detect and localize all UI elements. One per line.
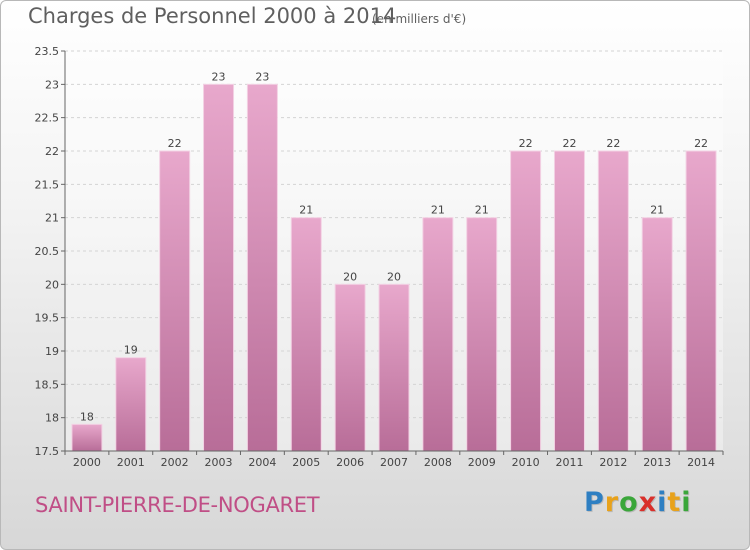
x-tick-label: 2004 xyxy=(248,456,276,469)
x-tick-label: 2005 xyxy=(292,456,320,469)
x-tick-label: 2007 xyxy=(380,456,408,469)
data-label: 20 xyxy=(387,270,401,283)
x-tick-label: 2001 xyxy=(117,456,145,469)
y-tick-label: 19.5 xyxy=(35,312,60,325)
y-tick-label: 20 xyxy=(45,278,59,291)
x-tick-label: 2008 xyxy=(424,456,452,469)
logo-letter: x xyxy=(638,487,658,518)
bar xyxy=(115,357,147,452)
x-tick-label: 2013 xyxy=(643,456,671,469)
y-tick-label: 22 xyxy=(45,145,59,158)
x-tick-label: 2006 xyxy=(336,456,364,469)
y-tick-label: 21.5 xyxy=(35,178,60,191)
bar xyxy=(685,150,717,452)
bar xyxy=(71,423,103,452)
bar xyxy=(422,217,454,452)
bar xyxy=(510,150,542,452)
logo-letter: i xyxy=(681,487,692,518)
x-tick-label: 2003 xyxy=(205,456,233,469)
y-tick-label: 23.5 xyxy=(35,45,60,58)
logo-letter: o xyxy=(619,487,639,518)
data-label: 20 xyxy=(343,270,357,283)
data-label: 22 xyxy=(562,137,576,150)
bar xyxy=(553,150,585,452)
data-label: 22 xyxy=(519,137,533,150)
chart-title: Charges de Personnel 2000 à 2014 xyxy=(28,4,397,28)
y-tick-label: 17.5 xyxy=(35,445,60,458)
y-tick-label: 23 xyxy=(45,78,59,91)
bar xyxy=(378,283,410,452)
data-label: 21 xyxy=(431,204,445,217)
data-label: 22 xyxy=(694,137,708,150)
x-tick-label: 2012 xyxy=(599,456,627,469)
bars xyxy=(71,83,717,452)
logo-letter: i xyxy=(657,487,668,518)
y-tick-label: 18.5 xyxy=(35,378,60,391)
y-tick-label: 21 xyxy=(45,212,59,225)
data-label: 21 xyxy=(650,204,664,217)
labels: 17.5 18 18.5 19 19.5 20 20.5 21 21.5 22 22.5 23 23.5… xyxy=(35,45,716,469)
x-tick-label: 2014 xyxy=(687,456,715,469)
bar xyxy=(466,217,498,452)
bar xyxy=(641,217,673,452)
data-label: 23 xyxy=(212,70,226,83)
data-label: 21 xyxy=(475,204,489,217)
data-label: 18 xyxy=(80,410,94,423)
x-tick-label: 2002 xyxy=(161,456,189,469)
x-tick-label: 2010 xyxy=(512,456,540,469)
x-tick-label: 2009 xyxy=(468,456,496,469)
bar xyxy=(334,283,366,452)
commune-name: SAINT-PIERRE-DE-NOGARET xyxy=(35,493,320,517)
data-label: 22 xyxy=(168,137,182,150)
x-tick-label: 2011 xyxy=(555,456,583,469)
bar xyxy=(290,217,322,452)
data-label: 23 xyxy=(255,70,269,83)
y-tick-label: 22.5 xyxy=(35,112,60,125)
x-tick-label: 2000 xyxy=(73,456,101,469)
y-tick-label: 19 xyxy=(45,345,59,358)
data-label: 19 xyxy=(124,344,138,357)
logo-letter: P xyxy=(584,487,605,518)
chart-subtitle: (en milliers d'€) xyxy=(372,12,467,26)
bar xyxy=(597,150,629,452)
y-tick-label: 20.5 xyxy=(35,245,60,258)
axes xyxy=(61,50,724,455)
proxiti-logo: Proxiti xyxy=(584,487,692,518)
y-tick-label: 18 xyxy=(45,412,59,425)
data-label: 22 xyxy=(606,137,620,150)
bar xyxy=(203,83,235,452)
logo-letter: r xyxy=(604,487,620,518)
bar xyxy=(246,83,278,452)
data-label: 21 xyxy=(299,204,313,217)
logo-letter: t xyxy=(667,487,682,518)
bar xyxy=(159,150,191,452)
